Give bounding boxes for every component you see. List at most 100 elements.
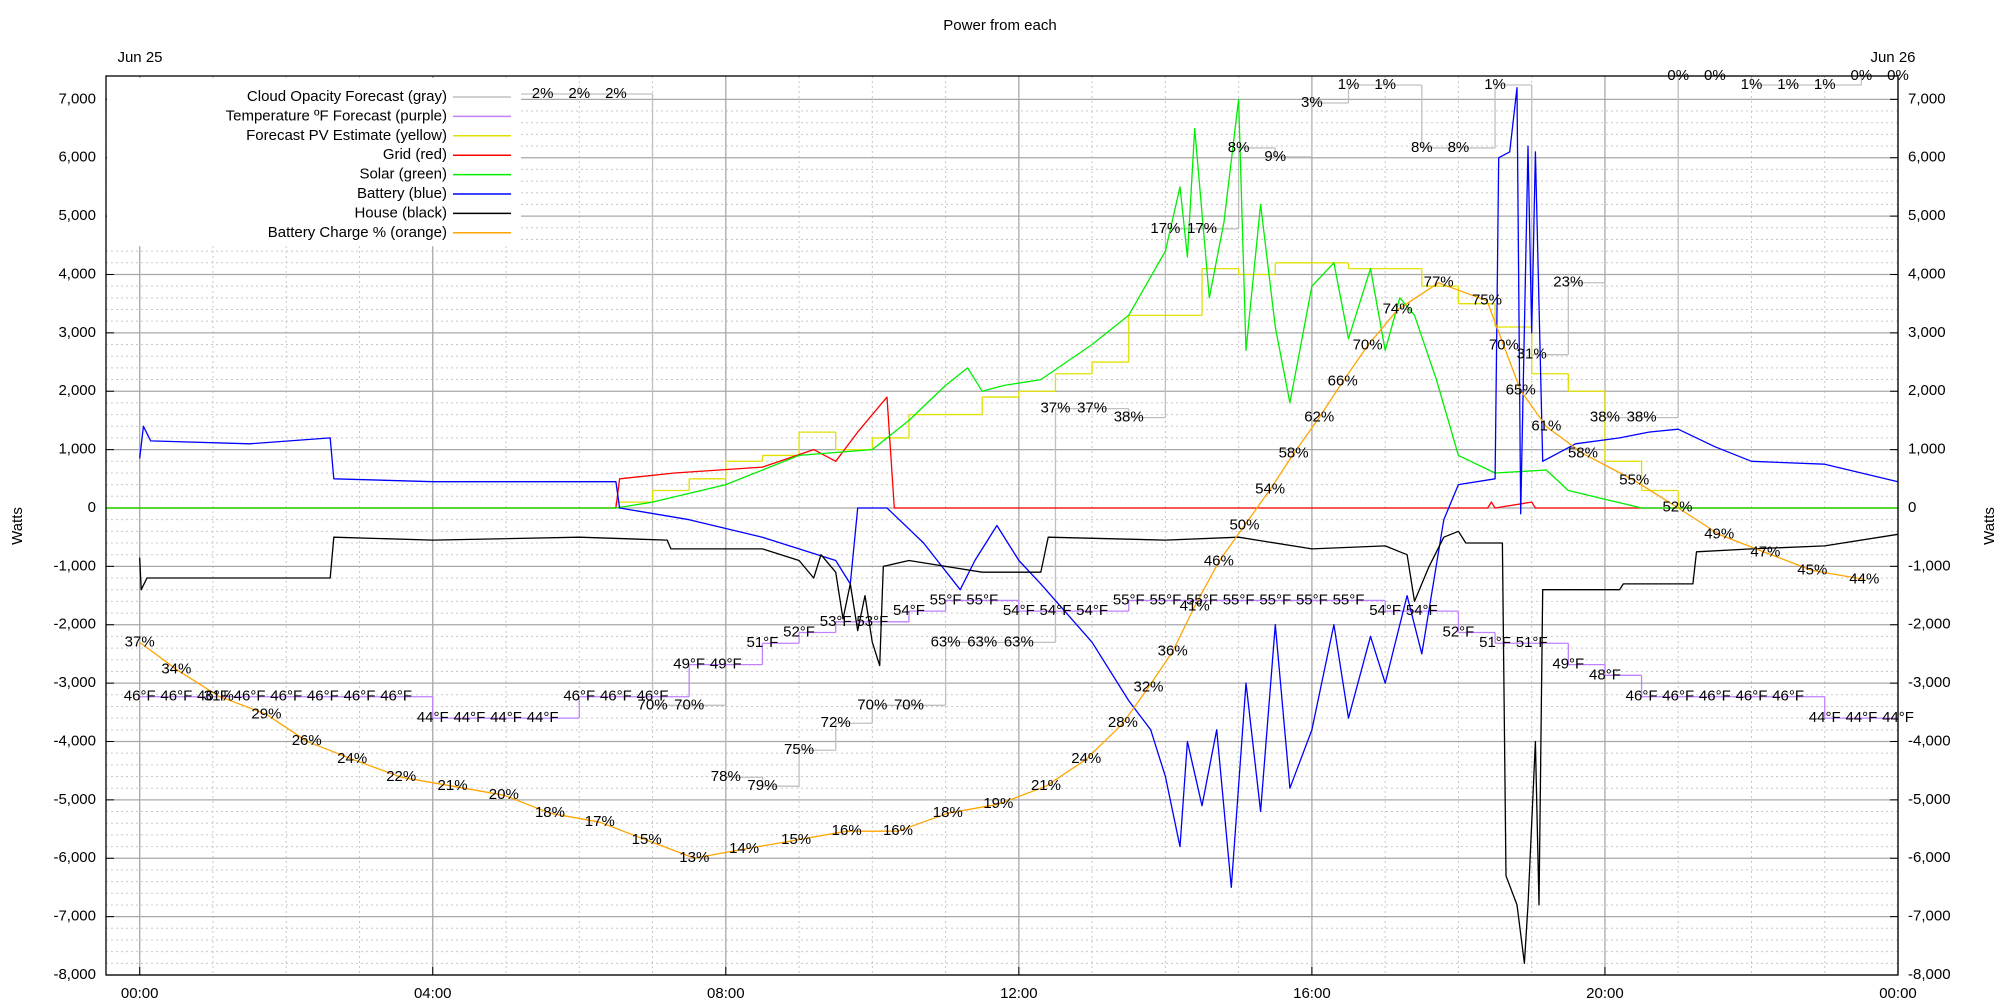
data-label: 79% <box>747 777 777 794</box>
data-label: 28% <box>1108 714 1138 731</box>
series-line <box>139 530 1899 964</box>
legend-label: Forecast PV Estimate (yellow) <box>246 127 447 144</box>
data-label: 1% <box>1338 76 1360 93</box>
y2-axis-label: Watts <box>1981 507 1998 545</box>
data-label: 18% <box>933 804 963 821</box>
y2-tick-label: 4,000 <box>1908 265 1946 282</box>
chart-title: Power from each <box>943 17 1056 34</box>
y-tick-label: 6,000 <box>58 149 96 166</box>
y2-tick-label: 2,000 <box>1908 382 1946 399</box>
data-label: 53°F <box>820 613 852 630</box>
data-label: 46°F <box>344 688 376 705</box>
data-label: 54°F <box>1003 602 1035 619</box>
y-tick-label: 5,000 <box>58 207 96 224</box>
data-label: 77% <box>1424 274 1454 291</box>
y2-tick-label: -6,000 <box>1908 849 1951 866</box>
data-label: 54°F <box>1406 602 1438 619</box>
data-label: 70% <box>894 696 924 713</box>
data-label: 55°F <box>1259 591 1291 608</box>
y2-tick-label: -3,000 <box>1908 674 1951 691</box>
data-label: 17% <box>585 813 615 830</box>
data-label: 8% <box>1411 139 1433 156</box>
data-label: 24% <box>337 750 367 767</box>
legend-label: Battery Charge % (orange) <box>268 224 447 241</box>
y-tick-label: 0 <box>88 499 96 516</box>
data-label: 29% <box>251 705 281 722</box>
series-line <box>106 98 1898 509</box>
data-label: 62% <box>1304 409 1334 426</box>
y-tick-label: 1,000 <box>58 441 96 458</box>
data-label: 13% <box>679 849 709 866</box>
series-line <box>139 87 1899 889</box>
y-tick-label: 7,000 <box>58 90 96 107</box>
data-label: 44°F <box>1845 709 1877 726</box>
data-label: 44°F <box>417 709 449 726</box>
data-label: 54% <box>1255 481 1285 498</box>
data-label: 46°F <box>124 688 156 705</box>
y2-tick-label: 7,000 <box>1908 90 1946 107</box>
data-label: 54°F <box>1369 602 1401 619</box>
data-label: 32% <box>1134 678 1164 695</box>
data-label: 55°F <box>1149 591 1181 608</box>
legend-label: Cloud Opacity Forecast (gray) <box>247 88 447 105</box>
x-tick-label: 04:00 <box>414 985 452 1000</box>
data-label: 72% <box>821 714 851 731</box>
data-label: 20% <box>489 786 519 803</box>
y2-tick-label: 6,000 <box>1908 149 1946 166</box>
series-line <box>139 282 1865 859</box>
y-tick-label: -7,000 <box>53 908 96 925</box>
data-label: 46°F <box>1772 688 1804 705</box>
data-label: 55°F <box>930 591 962 608</box>
data-label: 58% <box>1279 445 1309 462</box>
data-label: 44°F <box>1809 709 1841 726</box>
data-label: 46°F <box>160 688 192 705</box>
data-label: 2% <box>532 85 554 102</box>
data-label: 63% <box>931 633 961 650</box>
data-label: 51°F <box>747 634 779 651</box>
y2-tick-label: -8,000 <box>1908 966 1951 983</box>
data-label: 49°F <box>710 656 742 673</box>
y-tick-label: 2,000 <box>58 382 96 399</box>
data-label: 61% <box>1531 418 1561 435</box>
data-label: 9% <box>1264 148 1286 165</box>
y2-tick-label: -4,000 <box>1908 732 1951 749</box>
data-label: 55°F <box>1333 591 1365 608</box>
data-label: 16% <box>883 822 913 839</box>
data-label: 55°F <box>1223 591 1255 608</box>
y2-tick-label: -5,000 <box>1908 791 1951 808</box>
data-label: 54°F <box>1040 602 1072 619</box>
y2-tick-label: -1,000 <box>1908 557 1951 574</box>
y-tick-label: -1,000 <box>53 557 96 574</box>
data-label: 45% <box>1797 561 1827 578</box>
date-label: Jun 25 <box>117 49 162 66</box>
data-label: 1% <box>1374 76 1396 93</box>
data-label: 38% <box>1590 409 1620 426</box>
y-tick-label: 3,000 <box>58 324 96 341</box>
data-label: 49°F <box>1552 656 1584 673</box>
data-label: 21% <box>1031 777 1061 794</box>
y2-tick-label: 5,000 <box>1908 207 1946 224</box>
data-label: 46°F <box>307 688 339 705</box>
data-label: 16% <box>832 822 862 839</box>
data-label: 46°F <box>1626 688 1658 705</box>
data-label: 34% <box>161 660 191 677</box>
data-label: 1% <box>1741 76 1763 93</box>
data-label: 52°F <box>783 623 815 640</box>
y-tick-label: -5,000 <box>53 791 96 808</box>
data-label: 53°F <box>856 613 888 630</box>
data-label: 70% <box>1489 337 1519 354</box>
data-label: 52% <box>1662 498 1692 515</box>
y-tick-label: -6,000 <box>53 849 96 866</box>
y2-tick-label: 3,000 <box>1908 324 1946 341</box>
x-tick-label: 00:00 <box>121 985 159 1000</box>
data-label: 15% <box>781 831 811 848</box>
data-label: 1% <box>1484 76 1506 93</box>
x-tick-label: 08:00 <box>707 985 745 1000</box>
data-label: 8% <box>1228 139 1250 156</box>
data-label: 55°F <box>1113 591 1145 608</box>
data-label: 46°F <box>234 688 266 705</box>
legend: Cloud Opacity Forecast (gray) Temperature… <box>107 78 521 247</box>
legend-label: Solar (green) <box>359 166 447 183</box>
